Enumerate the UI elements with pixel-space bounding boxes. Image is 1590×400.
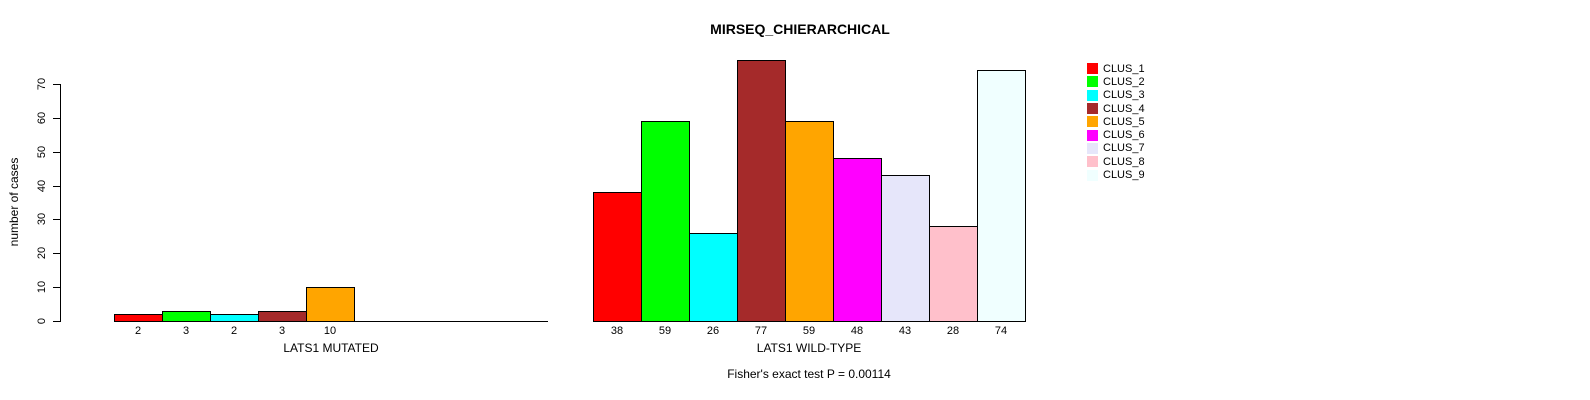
legend-label: CLUS_7 — [1103, 142, 1145, 155]
bar-value-label: 2 — [134, 325, 142, 337]
bar-CLUS_5 — [306, 287, 355, 322]
bar-value-label: 43 — [898, 325, 912, 337]
legend-item-clus_8: CLUS_8 — [1087, 155, 1145, 168]
bar-CLUS_2 — [641, 121, 690, 322]
legend-swatch-clus_8 — [1087, 156, 1098, 168]
bar-value-label: 28 — [946, 325, 960, 337]
y-axis-line — [60, 84, 61, 322]
y-axis-tick-label: 30 — [36, 213, 48, 226]
y-axis-tick-label: 70 — [36, 77, 48, 91]
legend-item-clus_6: CLUS_6 — [1087, 128, 1145, 141]
bar-value-label: 59 — [658, 325, 672, 337]
bar-CLUS_7 — [881, 175, 930, 322]
bar-CLUS_3 — [210, 314, 259, 322]
y-axis-tick — [53, 253, 60, 255]
legend-item-clus_1: CLUS_1 — [1087, 62, 1145, 75]
bar-value-label: 26 — [706, 325, 720, 337]
y-axis-tick — [53, 151, 60, 153]
y-axis-label: number of cases — [7, 157, 21, 247]
y-axis-tick — [53, 84, 60, 85]
bar-CLUS_2 — [162, 311, 211, 322]
bar-value-label: 10 — [323, 325, 337, 337]
y-axis-tick — [53, 287, 60, 289]
legend-item-clus_4: CLUS_4 — [1087, 102, 1145, 115]
legend-swatch-clus_3 — [1087, 89, 1098, 101]
legend-swatch-clus_9 — [1087, 169, 1098, 181]
bar-CLUS_1 — [593, 192, 642, 322]
legend-swatch-clus_6 — [1087, 129, 1098, 141]
bar-value-label: 59 — [802, 325, 816, 337]
legend-swatch-clus_1 — [1087, 63, 1098, 75]
legend-swatch-clus_5 — [1087, 116, 1098, 128]
legend-item-clus_9: CLUS_9 — [1087, 168, 1145, 181]
y-axis-tick-label: 0 — [36, 317, 48, 325]
y-axis-tick — [53, 219, 60, 221]
legend-label: CLUS_8 — [1103, 155, 1145, 168]
bar-value-label: 77 — [754, 325, 768, 337]
bar-value-label: 38 — [610, 325, 624, 337]
y-axis-tick-label: 60 — [36, 111, 48, 124]
y-axis-tick — [53, 117, 60, 119]
bar-CLUS_4 — [258, 311, 307, 322]
legend-item-clus_3: CLUS_3 — [1087, 89, 1145, 102]
chart-title: MIRSEQ_CHIERARCHICAL — [710, 21, 890, 37]
legend-swatch-clus_2 — [1087, 76, 1098, 88]
bar-value-label: 3 — [182, 325, 190, 337]
bar-value-label: 3 — [278, 325, 286, 337]
bar-value-label: 74 — [994, 325, 1008, 337]
y-axis-tick-label: 10 — [36, 281, 48, 294]
fisher-test-caption: Fisher's exact test P = 0.00114 — [727, 367, 891, 381]
bar-CLUS_1 — [114, 314, 163, 322]
bar-value-label: 2 — [230, 325, 238, 337]
legend-item-clus_5: CLUS_5 — [1087, 115, 1145, 128]
legend-swatch-clus_7 — [1087, 142, 1098, 154]
bar-CLUS_4 — [737, 60, 786, 322]
legend-item-clus_2: CLUS_2 — [1087, 75, 1145, 88]
legend-item-clus_7: CLUS_7 — [1087, 142, 1145, 155]
bar-CLUS_6 — [833, 158, 882, 322]
bar-CLUS_9 — [977, 70, 1026, 322]
bar-CLUS_5 — [785, 121, 834, 322]
legend-label: CLUS_3 — [1103, 89, 1145, 102]
y-axis-tick-label: 50 — [36, 145, 48, 158]
legend-label: CLUS_6 — [1103, 129, 1145, 142]
legend-label: CLUS_5 — [1103, 115, 1145, 128]
y-axis-tick-label: 20 — [36, 247, 48, 260]
y-axis-tick-label: 40 — [36, 179, 48, 192]
legend-label: CLUS_9 — [1103, 169, 1145, 182]
legend-label: CLUS_4 — [1103, 102, 1145, 115]
bar-CLUS_3 — [689, 233, 738, 322]
bar-CLUS_8 — [929, 226, 978, 322]
legend-label: CLUS_1 — [1103, 62, 1145, 75]
legend-label: CLUS_2 — [1103, 75, 1145, 88]
legend-swatch-clus_4 — [1087, 103, 1098, 115]
bar-value-label: 48 — [850, 325, 864, 337]
legend: CLUS_1 CLUS_2 CLUS_3 CLUS_4 CLUS_5 CLUS_6 CLUS… — [1087, 62, 1145, 182]
y-axis-tick — [53, 185, 60, 187]
x-axis-label-mutated: LATS1 MUTATED — [283, 341, 379, 355]
x-axis-label-wild-type: LATS1 WILD-TYPE — [756, 341, 862, 355]
y-axis-tick — [53, 321, 60, 322]
